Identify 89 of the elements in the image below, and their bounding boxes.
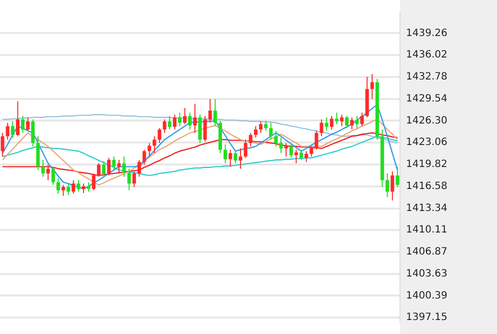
candlestick [294,149,298,164]
candlestick [274,130,278,147]
candlestick [112,156,116,171]
candlestick [127,168,131,191]
candlestick [0,132,4,158]
candlestick [334,112,338,125]
candlestick [142,149,146,166]
candlestick [137,159,142,178]
y-tick-label: 1413.34 [406,202,448,214]
candlestick [310,146,314,158]
candlestick [82,183,86,194]
candlestick [178,112,182,127]
y-tick-label: 1416.58 [406,180,448,192]
candlestick [208,98,212,124]
candlestick [213,98,217,127]
y-tick-label: 1439.26 [406,28,448,39]
candlestick [56,178,60,194]
candlestick [370,74,374,100]
candlestick [314,130,318,150]
candlestick [324,116,328,132]
candlestick [198,114,202,144]
y-tick-label: 1403.63 [406,268,448,280]
candlestick [244,139,248,158]
candlestick [264,120,268,132]
y-tick-label: 1429.54 [406,93,448,104]
candlestick [117,159,121,174]
candlestick [224,144,228,164]
y-tick-label: 1423.06 [406,137,448,148]
candlestick [158,128,162,144]
candlestick [386,172,390,198]
candlestick [350,116,354,130]
candlestick [148,142,152,158]
candlestick [31,118,35,147]
candlestick [21,116,25,134]
y-tick-label: 1397.15 [406,312,448,324]
candlestick [284,142,288,158]
candlestick [355,116,359,129]
candlestick [76,180,80,192]
candlestick [152,136,156,154]
candlestick [86,182,90,192]
y-tick-label: 1436.02 [406,50,448,61]
y-tick-label: 1410.11 [406,224,448,236]
candlestick [102,160,106,178]
candlestick [345,116,349,129]
candlestick [62,184,66,196]
candlestick [360,112,364,127]
candlestick [172,114,176,130]
candlestick [10,120,14,138]
candlestick [390,170,394,201]
candlestick [299,149,304,160]
y-tick-label: 1432.78 [406,72,448,83]
candlestick [238,148,242,170]
candlestick [46,164,50,181]
candlestick [289,142,293,158]
candlestick [258,120,263,134]
candlestick [132,170,136,188]
y-tick-label: 1406.87 [406,246,448,258]
candlestick [162,118,166,134]
candlestick [36,136,40,171]
candlestick [168,116,172,130]
candlestick [254,126,258,138]
candlestick [26,116,30,132]
candlestick [228,149,232,168]
candlestick [66,183,70,196]
candlestick [41,159,45,178]
candlestick [396,166,400,188]
candlestick [248,132,252,147]
candlestick [122,156,126,178]
candlestick [51,166,55,186]
y-tick-label: 1400.39 [406,290,448,302]
candlestick [6,122,10,140]
candlestick [269,122,273,140]
candlestick [193,103,197,134]
y-tick-label: 1426.30 [406,115,448,126]
candlestick [92,172,96,191]
candlestick [188,112,192,130]
y-tick-label: 1419.82 [406,159,448,170]
candlestick [279,137,283,154]
candlestick [72,180,76,194]
candlestick [107,157,111,176]
candlestick [16,100,20,137]
candlestick [320,118,324,137]
candlestick [183,107,187,125]
candlestick [96,162,101,178]
candlestick [234,149,238,164]
candlestick [330,116,334,130]
candlestick [304,150,308,162]
candlestick [203,116,207,142]
candlestick [340,114,344,127]
